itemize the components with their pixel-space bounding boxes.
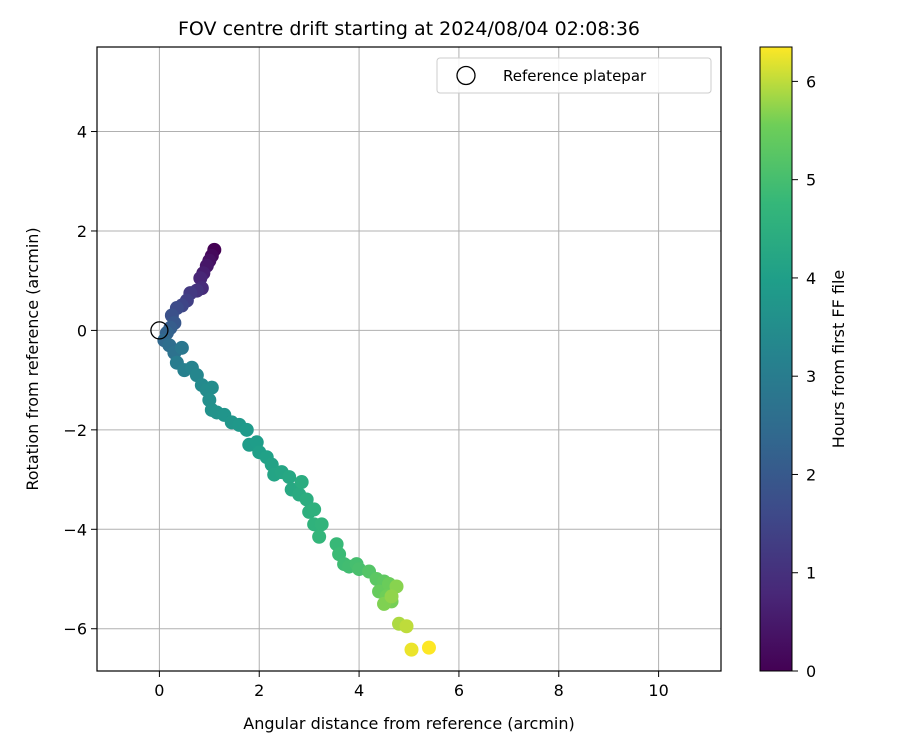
colorbar-gradient xyxy=(759,46,793,672)
colorbar-tick-label: 6 xyxy=(806,72,816,91)
x-tick-label: 8 xyxy=(554,681,564,700)
colorbar-tick-label: 0 xyxy=(806,662,816,681)
data-point xyxy=(282,470,297,485)
y-axis-ticks: −6 −4 −2 0 2 4 xyxy=(63,123,97,639)
x-tick-label: 4 xyxy=(354,681,364,700)
grid-lines xyxy=(97,47,721,671)
plot-frame xyxy=(96,46,722,672)
colorbar-tick-label: 1 xyxy=(806,564,816,583)
colorbar: 0 1 2 3 4 5 6 Hours from first FF file xyxy=(759,46,848,681)
legend-box xyxy=(436,57,712,94)
x-tick-label: 2 xyxy=(254,681,264,700)
legend-entry: Reference platepar xyxy=(503,67,647,85)
y-tick-label: −4 xyxy=(63,520,87,539)
y-tick-label: 0 xyxy=(77,321,87,340)
x-tick-label: 6 xyxy=(454,681,464,700)
legend-open-circle-icon xyxy=(456,65,476,86)
reference-marker-layer xyxy=(150,321,169,340)
data-point xyxy=(307,502,322,517)
colorbar-tick-label: 3 xyxy=(806,367,816,386)
colorbar-label: Hours from first FF file xyxy=(829,270,848,449)
y-tick-label: 4 xyxy=(77,123,87,142)
data-point xyxy=(299,492,314,507)
y-tick-label: −2 xyxy=(63,421,87,440)
data-points xyxy=(157,242,436,657)
colorbar-tick-label: 4 xyxy=(806,269,816,288)
data-point xyxy=(239,422,254,437)
data-point xyxy=(174,340,189,355)
data-point xyxy=(421,640,436,655)
chart-title: FOV centre drift starting at 2024/08/04 … xyxy=(178,18,640,40)
data-point xyxy=(204,380,219,395)
x-axis-ticks: 0 2 4 6 8 10 xyxy=(154,671,669,700)
data-point xyxy=(404,642,419,657)
x-tick-label: 10 xyxy=(648,681,668,700)
x-tick-label: 0 xyxy=(154,681,164,700)
legend: Reference platepar xyxy=(436,57,712,94)
colorbar-tick-label: 5 xyxy=(806,171,816,190)
data-point xyxy=(312,529,327,544)
y-axis-label: Rotation from reference (arcmin) xyxy=(23,227,42,490)
data-point xyxy=(314,517,329,532)
reference-platepar-marker xyxy=(150,321,169,340)
colorbar-ticks: 0 1 2 3 4 5 6 xyxy=(792,72,816,681)
data-point xyxy=(399,619,414,634)
data-point xyxy=(294,475,309,490)
y-tick-label: 2 xyxy=(77,222,87,241)
y-tick-label: −6 xyxy=(63,620,87,639)
data-point xyxy=(384,589,399,604)
colorbar-tick-label: 2 xyxy=(806,465,816,484)
x-axis-label: Angular distance from reference (arcmin) xyxy=(243,714,574,733)
